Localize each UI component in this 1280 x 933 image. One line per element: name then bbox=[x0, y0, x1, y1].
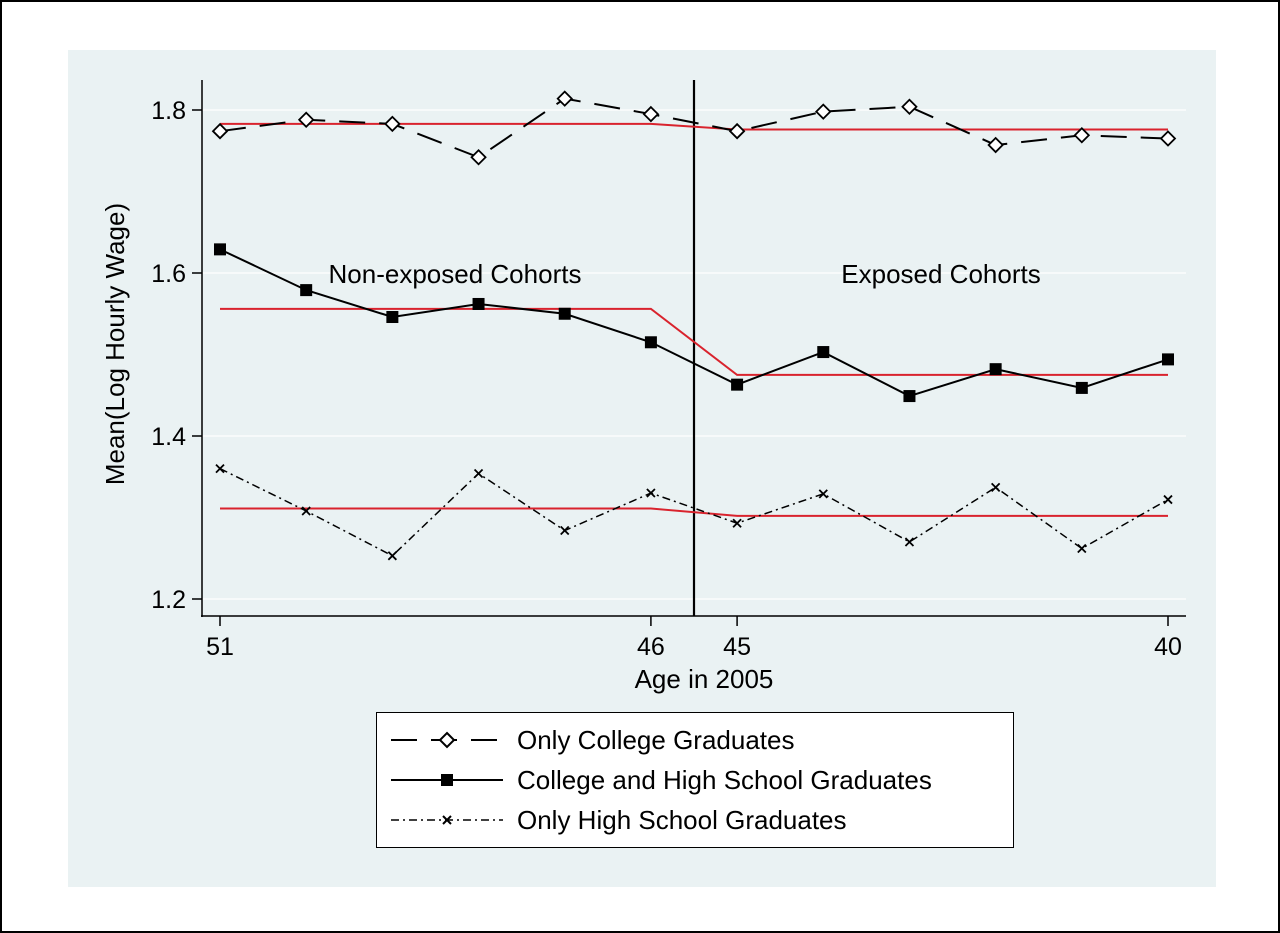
x-tick-label: 51 bbox=[206, 633, 234, 661]
data-point-x bbox=[732, 518, 742, 528]
data-point-square bbox=[472, 297, 485, 310]
fit-line-0 bbox=[220, 122, 1168, 131]
data-point-x bbox=[387, 551, 398, 561]
x-tick-label: 46 bbox=[637, 633, 665, 661]
data-point-diamond bbox=[297, 111, 315, 129]
y-tick-label: 1.4 bbox=[151, 423, 186, 451]
data-point-diamond bbox=[470, 148, 487, 166]
data-point-x bbox=[1163, 494, 1173, 505]
y-tick-label: 1.6 bbox=[151, 260, 186, 288]
legend-label: College and High School Graduates bbox=[517, 764, 932, 795]
legend-swatch-dashdot-x bbox=[391, 815, 503, 825]
fit-line-2 bbox=[220, 507, 1168, 517]
data-point-diamond bbox=[556, 90, 573, 107]
plot-panel: 1.2 1.4 1.6 1.8 51 46 45 40 Age in 2005 Mean(Log … bbox=[68, 50, 1216, 887]
data-point-square bbox=[817, 346, 830, 359]
data-point-square bbox=[989, 363, 1002, 376]
data-point-square bbox=[903, 390, 916, 403]
data-point-diamond bbox=[211, 122, 229, 140]
legend-label: Only High School Graduates bbox=[517, 804, 847, 835]
annotation-non-exposed: Non-exposed Cohorts bbox=[329, 259, 582, 289]
data-point-square bbox=[558, 307, 571, 320]
data-point-square bbox=[731, 378, 744, 391]
data-point-x bbox=[818, 489, 828, 499]
data-point-square bbox=[644, 336, 657, 349]
data-point-x bbox=[990, 482, 1001, 492]
data-point-diamond bbox=[384, 115, 401, 133]
data-point-x bbox=[1077, 543, 1087, 554]
data-point-x bbox=[560, 525, 570, 536]
series-line-1 bbox=[219, 248, 1169, 398]
legend: Only College Graduates College and High … bbox=[376, 712, 1014, 848]
data-point-diamond bbox=[987, 136, 1004, 154]
x-tick-label: 40 bbox=[1154, 633, 1182, 661]
legend-swatch-dashed-diamond bbox=[391, 731, 503, 749]
data-point-diamond bbox=[1073, 126, 1091, 144]
legend-swatch-solid-square bbox=[391, 774, 503, 786]
legend-item: Only College Graduates bbox=[387, 725, 794, 755]
y-tick-label: 1.8 bbox=[151, 97, 186, 125]
data-point-x bbox=[215, 463, 225, 474]
data-point-diamond bbox=[901, 98, 918, 116]
x-tick-label: 45 bbox=[723, 633, 751, 661]
series-line-0 bbox=[219, 97, 1169, 159]
x-axis-title: Age in 2005 bbox=[635, 664, 774, 694]
data-point-diamond bbox=[728, 122, 746, 140]
data-point-x bbox=[301, 506, 311, 516]
data-point-square bbox=[300, 284, 313, 297]
legend-label: Only College Graduates bbox=[517, 724, 795, 755]
data-point-square bbox=[1075, 381, 1088, 394]
y-tick-label: 1.2 bbox=[151, 586, 186, 614]
fit-line-1 bbox=[220, 307, 1168, 376]
chart-svg: 1.2 1.4 1.6 1.8 51 46 45 40 Age in 2005 Mean(Log … bbox=[100, 80, 1186, 694]
data-point-diamond bbox=[815, 103, 832, 120]
legend-item: Only High School Graduates bbox=[387, 805, 847, 835]
data-point-x bbox=[646, 488, 656, 498]
data-point-square bbox=[1162, 353, 1174, 366]
y-axis-title: Mean(Log Hourly Wage) bbox=[100, 203, 130, 485]
legend-item: College and High School Graduates bbox=[387, 765, 932, 795]
data-point-x bbox=[904, 537, 915, 547]
annotation-exposed: Exposed Cohorts bbox=[841, 259, 1040, 289]
data-point-square bbox=[214, 243, 226, 256]
data-point-square bbox=[386, 311, 399, 324]
data-point-diamond bbox=[1159, 130, 1177, 147]
data-point-x bbox=[473, 468, 484, 479]
data-point-diamond bbox=[642, 105, 660, 123]
